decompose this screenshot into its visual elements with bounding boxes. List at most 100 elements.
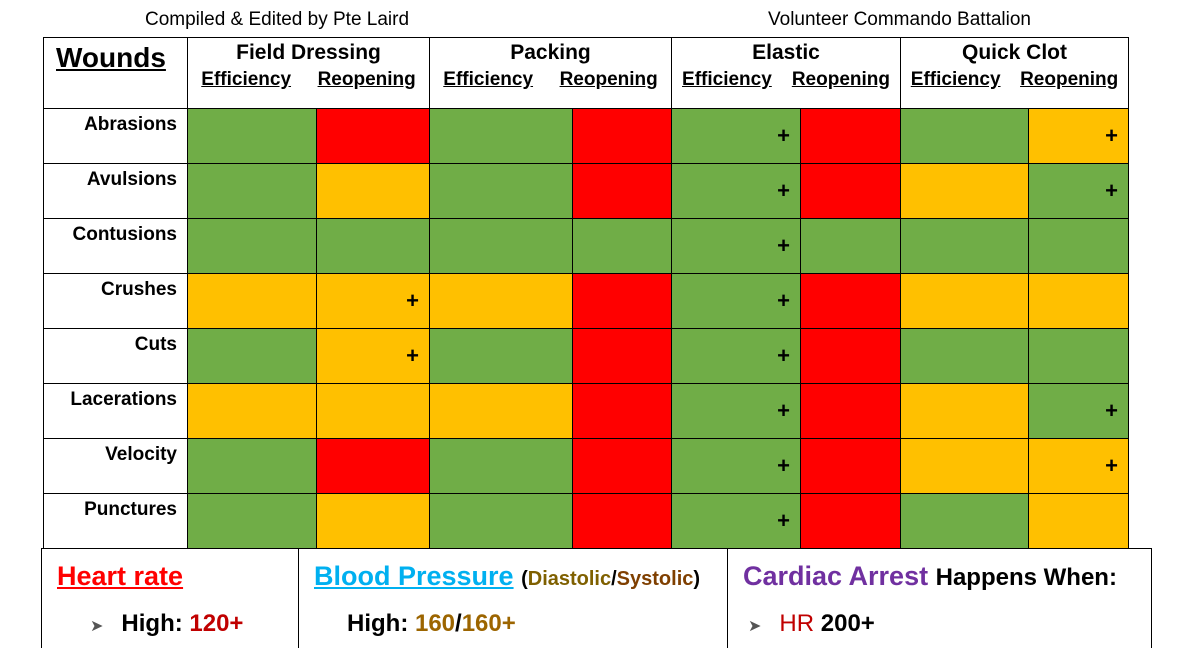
rating-cell [800, 108, 901, 164]
bp-open: ( [521, 568, 528, 590]
rating-cell: + [1028, 438, 1129, 494]
rating-cell [187, 438, 317, 494]
ca-hr-line: ➤ HR 200+ [748, 610, 875, 638]
sub-header-reopening: Reopening [1020, 69, 1119, 90]
bp-high-slash: / [455, 610, 462, 637]
bp-high-dia: 160 [414, 610, 456, 637]
rating-cell: + [671, 328, 801, 384]
rating-cell: + [671, 383, 801, 439]
plus-marker: + [406, 288, 419, 313]
rating-cell [900, 108, 1029, 164]
plus-marker: + [777, 343, 790, 368]
sub-header-efficiency: Efficiency [910, 69, 1001, 90]
bp-subtitle: (Diastolic/Systolic) [521, 568, 700, 590]
rating-cell [429, 438, 573, 494]
sub-header-efficiency: Efficiency [201, 69, 292, 90]
rating-cell [316, 438, 430, 494]
rating-cell [316, 218, 430, 274]
arrow-bullet-icon: ➤ [90, 618, 104, 635]
rating-cell [187, 108, 317, 164]
rating-cell [187, 328, 317, 384]
wound-label: Abrasions [84, 114, 177, 135]
sub-header-efficiency: Efficiency [682, 69, 772, 90]
hr-high-label: High: [121, 610, 183, 637]
group-header-packing: Packing Efficiency Reopening [429, 37, 672, 109]
rating-cell [800, 273, 901, 329]
rating-cell: + [671, 108, 801, 164]
rating-cell: + [316, 328, 430, 384]
wound-label: Lacerations [70, 389, 177, 410]
table-row: Abrasions + + [43, 108, 1129, 164]
rating-cell: + [671, 493, 801, 549]
table-row: Lacerations + + [43, 383, 1129, 439]
rating-cell [316, 383, 430, 439]
group-name: Field Dressing [236, 41, 381, 64]
group-header-quick-clot: Quick Clot Efficiency Reopening [900, 37, 1129, 109]
wound-label: Avulsions [86, 169, 177, 190]
rating-cell [187, 163, 317, 219]
rating-cell [429, 328, 573, 384]
bp-high-label: High: [347, 610, 409, 637]
rating-cell [316, 108, 430, 164]
plus-marker: + [777, 398, 790, 423]
wound-label: Contusions [72, 224, 178, 245]
rating-cell [800, 328, 901, 384]
blood-pressure-heading: Blood Pressure (Diastolic/Systolic) [314, 561, 700, 592]
table-row: Avulsions + + [43, 163, 1129, 219]
row-label-cell: Punctures [43, 493, 188, 549]
rating-cell [572, 273, 672, 329]
rating-cell [572, 218, 672, 274]
ca-hr-value: 200+ [820, 610, 875, 637]
rating-cell [572, 438, 672, 494]
rating-cell [1028, 218, 1129, 274]
sub-header-efficiency: Efficiency [443, 69, 534, 90]
group-name: Packing [510, 41, 591, 64]
group-header-field-dressing: Field Dressing Efficiency Reopening [187, 37, 430, 109]
sub-header-reopening: Reopening [559, 69, 658, 90]
cardiac-arrest-heading: Cardiac Arrest Happens When: [743, 561, 1117, 592]
plus-marker: + [777, 508, 790, 533]
rating-cell [187, 218, 317, 274]
wounds-title: Wounds [56, 42, 166, 73]
rating-cell [572, 108, 672, 164]
row-label-cell: Cuts [43, 328, 188, 384]
rating-cell [800, 493, 901, 549]
table-row: Punctures + [43, 493, 1129, 549]
rating-cell [572, 328, 672, 384]
row-label-cell: Velocity [43, 438, 188, 494]
bp-diastolic-label: Diastolic [527, 568, 612, 590]
row-label-cell: Lacerations [43, 383, 188, 439]
header-compiled-by: Compiled & Edited by Pte Laird [145, 9, 410, 30]
wounds-header: Wounds [43, 37, 188, 109]
rating-cell [429, 493, 573, 549]
row-label-cell: Contusions [43, 218, 188, 274]
table-row: Velocity + + [43, 438, 1129, 494]
plus-marker: + [1105, 453, 1118, 478]
rating-cell [1028, 273, 1129, 329]
row-label-cell: Crushes [43, 273, 188, 329]
plus-marker: + [777, 178, 790, 203]
rating-cell [900, 328, 1029, 384]
cardiac-arrest-box: Cardiac Arrest Happens When: ➤ HR 200+ [727, 548, 1152, 648]
bp-high-line: High: 160/160+ [347, 610, 516, 638]
row-label-cell: Abrasions [43, 108, 188, 164]
row-label-cell: Avulsions [43, 163, 188, 219]
wound-treatment-table: Wounds Field Dressing Efficiency Reopeni… [43, 37, 1129, 549]
heart-rate-box: Heart rate ➤ High: 120+ [41, 548, 299, 648]
rating-cell: + [671, 273, 801, 329]
wound-label: Punctures [84, 499, 177, 520]
rating-cell: + [671, 438, 801, 494]
cardiac-arrest-title: Cardiac Arrest [743, 561, 929, 591]
rating-cell [572, 493, 672, 549]
rating-cell [800, 218, 901, 274]
rating-cell [187, 383, 317, 439]
rating-cell [187, 493, 317, 549]
rating-cell: + [1028, 383, 1129, 439]
table-row: Contusions + [43, 218, 1129, 274]
hr-high-value: 120+ [189, 610, 244, 637]
bp-systolic-label: Systolic [616, 568, 694, 590]
rating-cell [316, 493, 430, 549]
rating-cell [429, 383, 573, 439]
bp-high-sys: 160+ [461, 610, 516, 637]
rating-cell [572, 163, 672, 219]
